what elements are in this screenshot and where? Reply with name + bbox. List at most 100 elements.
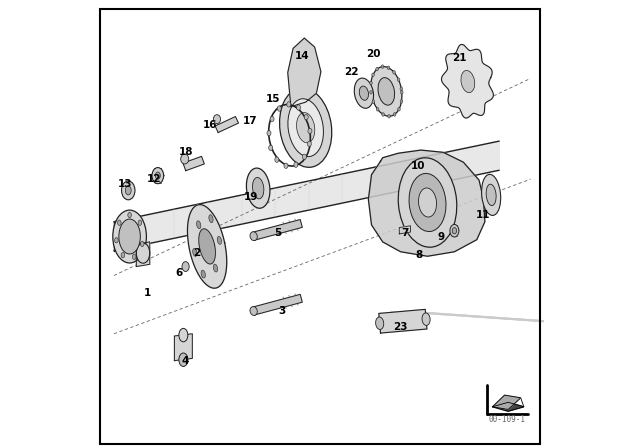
Text: 18: 18 xyxy=(179,147,193,157)
Ellipse shape xyxy=(269,145,273,151)
Ellipse shape xyxy=(275,157,279,162)
Polygon shape xyxy=(369,150,485,256)
Ellipse shape xyxy=(393,70,396,74)
Ellipse shape xyxy=(452,228,457,234)
Ellipse shape xyxy=(288,99,323,157)
Ellipse shape xyxy=(419,188,436,217)
Ellipse shape xyxy=(209,215,213,223)
Ellipse shape xyxy=(388,114,390,118)
Ellipse shape xyxy=(371,67,402,116)
Ellipse shape xyxy=(486,184,496,206)
Polygon shape xyxy=(442,44,493,118)
Text: 2: 2 xyxy=(193,248,200,258)
Ellipse shape xyxy=(179,353,188,366)
Ellipse shape xyxy=(400,99,403,103)
Ellipse shape xyxy=(398,158,457,247)
Text: 21: 21 xyxy=(452,53,466,63)
Ellipse shape xyxy=(132,254,136,259)
Ellipse shape xyxy=(213,115,221,124)
Ellipse shape xyxy=(284,163,288,168)
Ellipse shape xyxy=(304,114,308,120)
Text: 10: 10 xyxy=(412,161,426,171)
Ellipse shape xyxy=(400,87,403,90)
Text: 4: 4 xyxy=(182,356,189,366)
Ellipse shape xyxy=(122,181,135,200)
Polygon shape xyxy=(493,402,524,411)
Text: 3: 3 xyxy=(278,306,285,316)
Text: 8: 8 xyxy=(415,250,422,260)
Polygon shape xyxy=(253,294,302,315)
Polygon shape xyxy=(174,334,192,361)
Text: 6: 6 xyxy=(175,268,182,278)
Ellipse shape xyxy=(217,237,221,244)
Polygon shape xyxy=(199,229,216,264)
Ellipse shape xyxy=(201,270,205,278)
Ellipse shape xyxy=(125,186,131,195)
Ellipse shape xyxy=(296,112,315,143)
Ellipse shape xyxy=(152,168,164,184)
Ellipse shape xyxy=(180,154,189,164)
Text: 20: 20 xyxy=(367,49,381,59)
Polygon shape xyxy=(399,226,410,234)
Polygon shape xyxy=(136,242,150,267)
Ellipse shape xyxy=(450,224,459,237)
Text: 9: 9 xyxy=(437,232,445,241)
Ellipse shape xyxy=(250,232,257,241)
Ellipse shape xyxy=(376,67,378,71)
Ellipse shape xyxy=(250,306,257,315)
Ellipse shape xyxy=(355,78,374,108)
Ellipse shape xyxy=(128,212,131,218)
Ellipse shape xyxy=(121,253,125,258)
Ellipse shape xyxy=(381,65,384,69)
Polygon shape xyxy=(253,220,302,240)
Polygon shape xyxy=(379,310,427,333)
Ellipse shape xyxy=(376,108,379,111)
Ellipse shape xyxy=(253,177,264,199)
Polygon shape xyxy=(114,141,499,251)
Ellipse shape xyxy=(118,220,121,225)
Text: 16: 16 xyxy=(203,121,218,130)
Text: 13: 13 xyxy=(118,179,132,189)
Ellipse shape xyxy=(359,86,369,100)
Text: 22: 22 xyxy=(344,67,358,77)
Ellipse shape xyxy=(296,105,301,110)
Ellipse shape xyxy=(372,100,375,103)
Text: 1: 1 xyxy=(144,289,151,298)
Ellipse shape xyxy=(369,81,372,85)
Ellipse shape xyxy=(156,172,160,179)
Ellipse shape xyxy=(308,128,312,134)
Text: 7: 7 xyxy=(401,228,409,238)
Polygon shape xyxy=(188,205,227,288)
Ellipse shape xyxy=(401,90,403,94)
Ellipse shape xyxy=(193,249,197,256)
Ellipse shape xyxy=(394,112,396,116)
Ellipse shape xyxy=(270,116,274,121)
Text: 12: 12 xyxy=(147,174,161,184)
Text: 14: 14 xyxy=(295,51,309,61)
Text: 19: 19 xyxy=(243,192,258,202)
Ellipse shape xyxy=(119,219,140,254)
Ellipse shape xyxy=(113,210,147,263)
Polygon shape xyxy=(288,38,321,107)
Ellipse shape xyxy=(461,70,475,93)
Ellipse shape xyxy=(115,237,118,243)
Ellipse shape xyxy=(481,174,500,215)
Ellipse shape xyxy=(246,168,270,208)
Polygon shape xyxy=(183,156,204,171)
Ellipse shape xyxy=(382,112,385,116)
Text: 00-109-1: 00-109-1 xyxy=(489,415,526,424)
Ellipse shape xyxy=(307,141,312,146)
Ellipse shape xyxy=(182,262,189,271)
Ellipse shape xyxy=(422,313,430,325)
Ellipse shape xyxy=(277,106,281,111)
Ellipse shape xyxy=(140,241,144,246)
Text: 5: 5 xyxy=(274,228,281,238)
Ellipse shape xyxy=(387,66,390,69)
Ellipse shape xyxy=(196,221,201,229)
Ellipse shape xyxy=(370,90,372,94)
Polygon shape xyxy=(493,395,521,409)
Ellipse shape xyxy=(302,154,307,159)
Ellipse shape xyxy=(409,173,446,232)
Ellipse shape xyxy=(287,102,291,107)
Ellipse shape xyxy=(397,78,400,82)
